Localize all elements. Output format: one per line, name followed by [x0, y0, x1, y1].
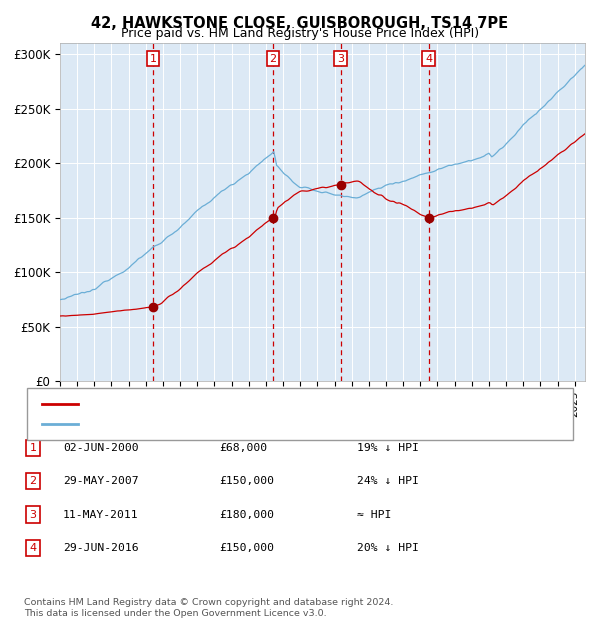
Text: 02-JUN-2000: 02-JUN-2000 [63, 443, 139, 453]
Text: £68,000: £68,000 [219, 443, 267, 453]
Text: HPI: Average price, detached house, Redcar and Cleveland: HPI: Average price, detached house, Redc… [84, 419, 406, 429]
Text: 3: 3 [337, 54, 344, 64]
Text: 2: 2 [29, 476, 37, 486]
Text: 20% ↓ HPI: 20% ↓ HPI [357, 543, 419, 553]
Text: 1: 1 [29, 443, 37, 453]
Text: 24% ↓ HPI: 24% ↓ HPI [357, 476, 419, 486]
Text: 4: 4 [425, 54, 432, 64]
Text: 19% ↓ HPI: 19% ↓ HPI [357, 443, 419, 453]
Text: 11-MAY-2011: 11-MAY-2011 [63, 510, 139, 520]
Text: 29-MAY-2007: 29-MAY-2007 [63, 476, 139, 486]
Text: This data is licensed under the Open Government Licence v3.0.: This data is licensed under the Open Gov… [24, 609, 326, 618]
Text: £150,000: £150,000 [219, 543, 274, 553]
Text: 42, HAWKSTONE CLOSE, GUISBOROUGH, TS14 7PE: 42, HAWKSTONE CLOSE, GUISBOROUGH, TS14 7… [91, 16, 509, 30]
Text: 4: 4 [29, 543, 37, 553]
Text: 2: 2 [269, 54, 277, 64]
Text: £180,000: £180,000 [219, 510, 274, 520]
Text: Price paid vs. HM Land Registry's House Price Index (HPI): Price paid vs. HM Land Registry's House … [121, 27, 479, 40]
Text: Contains HM Land Registry data © Crown copyright and database right 2024.: Contains HM Land Registry data © Crown c… [24, 598, 394, 607]
Text: 1: 1 [149, 54, 157, 64]
Text: 42, HAWKSTONE CLOSE, GUISBOROUGH, TS14 7PE (detached house): 42, HAWKSTONE CLOSE, GUISBOROUGH, TS14 7… [84, 399, 463, 409]
Text: ≈ HPI: ≈ HPI [357, 510, 391, 520]
Text: £150,000: £150,000 [219, 476, 274, 486]
Text: 29-JUN-2016: 29-JUN-2016 [63, 543, 139, 553]
Text: 3: 3 [29, 510, 37, 520]
